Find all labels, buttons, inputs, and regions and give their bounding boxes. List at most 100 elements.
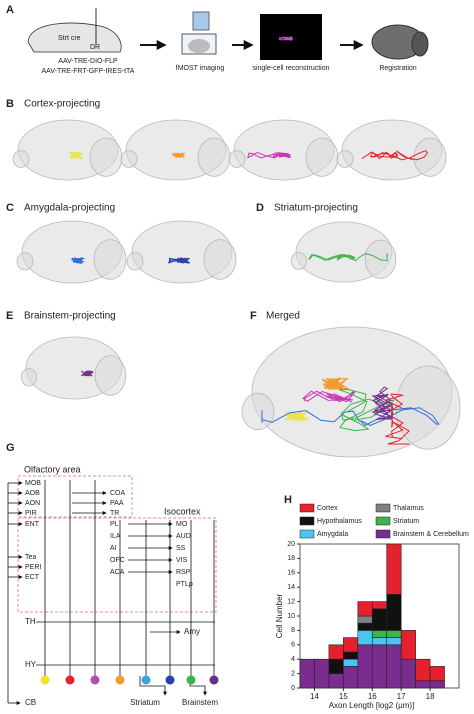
cerebellum xyxy=(305,137,339,177)
histogram-bar xyxy=(357,622,373,631)
panel-title: Cortex-projecting xyxy=(24,99,100,110)
olfactory-bulb xyxy=(336,150,354,168)
olfactory-bulb xyxy=(12,150,30,168)
panel-title: Striatum-projecting xyxy=(274,203,358,214)
neuron-trace xyxy=(361,151,398,160)
region-label: ENT xyxy=(25,521,40,528)
histogram-bar xyxy=(343,658,359,667)
histogram-bar xyxy=(299,658,315,689)
legend-swatch xyxy=(375,516,391,526)
region-label: AI xyxy=(110,545,117,552)
brain-image xyxy=(241,326,461,458)
neuron-trace xyxy=(369,151,399,159)
neuron-trace xyxy=(69,152,81,159)
cell-type-dot xyxy=(141,675,151,685)
region-label: RSP xyxy=(176,569,191,576)
histogram-bar xyxy=(415,680,431,689)
brain-image xyxy=(228,119,339,181)
histogram-bar xyxy=(371,608,388,631)
panel-letter: B xyxy=(6,98,14,110)
region-label: COA xyxy=(110,490,126,497)
step-label: Registration xyxy=(379,65,416,72)
region-label: PAA xyxy=(110,500,124,507)
neuron-trace xyxy=(71,257,81,264)
legend-swatch xyxy=(375,503,391,513)
panel-letter: C xyxy=(6,202,14,214)
olfactory-bulb xyxy=(20,368,37,387)
histogram-bar xyxy=(343,666,359,689)
region-label: ACA xyxy=(110,569,125,576)
histogram-bar xyxy=(400,630,416,660)
histogram-bar xyxy=(371,644,388,689)
histogram-bar xyxy=(429,666,445,682)
region-label: PL xyxy=(110,521,119,528)
olfactory-bulb xyxy=(126,252,144,271)
region-label: Amy xyxy=(184,627,200,636)
panel-letter: G xyxy=(6,442,15,454)
cell-type-dot xyxy=(165,675,175,685)
neuron-trace xyxy=(371,393,392,414)
histogram-bar xyxy=(386,637,402,646)
cerebellum xyxy=(395,365,461,450)
histogram-bar xyxy=(371,637,388,646)
histogram-bar xyxy=(386,644,402,689)
histogram-bar xyxy=(400,658,416,689)
registered-brain-cb xyxy=(411,31,429,57)
cerebellum xyxy=(89,137,123,177)
region-label: Tea xyxy=(25,554,36,561)
y-tick-label: 0 xyxy=(291,685,295,692)
cell-type-dot xyxy=(40,675,50,685)
y-tick-label: 16 xyxy=(287,570,295,577)
neuron-trace xyxy=(387,420,411,445)
neuron-trace xyxy=(338,389,370,432)
cerebellum xyxy=(93,239,127,280)
region-label: OFC xyxy=(110,557,125,564)
brain-image xyxy=(126,220,237,284)
neuron-trace xyxy=(322,378,341,390)
panel-letter: H xyxy=(284,494,292,506)
neuron-trace xyxy=(396,150,429,161)
strain-label: Strt cre xyxy=(58,35,81,42)
histogram-bar xyxy=(386,630,402,638)
neuron-trace xyxy=(340,398,396,421)
cerebellum xyxy=(203,239,237,280)
region-label: PTLp xyxy=(176,581,193,588)
y-tick-label: 2 xyxy=(291,670,295,677)
region-label: ECT xyxy=(25,574,40,581)
olfactory-bulb xyxy=(16,252,34,271)
region-label: AOB xyxy=(25,490,40,497)
neuron-trace xyxy=(302,390,354,403)
brain-image xyxy=(16,220,127,284)
olfactory-bulb xyxy=(290,252,307,270)
neuron-trace xyxy=(284,411,307,422)
histogram-bar xyxy=(357,601,373,617)
step-label: single-cell reconstruction xyxy=(252,65,329,72)
olfactory-bulb xyxy=(120,150,138,168)
histogram-bar xyxy=(343,637,359,653)
region-label: TR xyxy=(110,510,119,517)
brain-image xyxy=(120,119,231,181)
neuron-trace xyxy=(373,386,395,421)
panel-letter: F xyxy=(250,310,257,322)
legend-label: Amygdala xyxy=(317,531,348,538)
cell-type-dot xyxy=(209,675,219,685)
x-tick-label: 15 xyxy=(339,692,348,701)
y-tick-label: 8 xyxy=(291,627,295,634)
legend-swatch xyxy=(299,516,315,526)
neuron-trace xyxy=(71,152,75,158)
x-tick-label: 17 xyxy=(397,692,406,701)
virus-label: AAV-TRE-DIO-FLP xyxy=(58,58,118,65)
panel-title: Merged xyxy=(266,311,300,322)
panel-letter: D xyxy=(256,202,264,214)
region-label: CB xyxy=(25,698,36,707)
panel-letter: A xyxy=(6,4,14,16)
region-label: PERI xyxy=(25,564,41,571)
histogram-bar xyxy=(328,644,344,660)
histogram-bar xyxy=(386,594,402,631)
y-tick-label: 14 xyxy=(287,584,295,591)
cerebellum xyxy=(413,137,447,177)
histogram-bar xyxy=(328,673,344,689)
olfactory-bulb xyxy=(228,150,246,168)
legend-label: Hypothalamus xyxy=(317,518,362,525)
